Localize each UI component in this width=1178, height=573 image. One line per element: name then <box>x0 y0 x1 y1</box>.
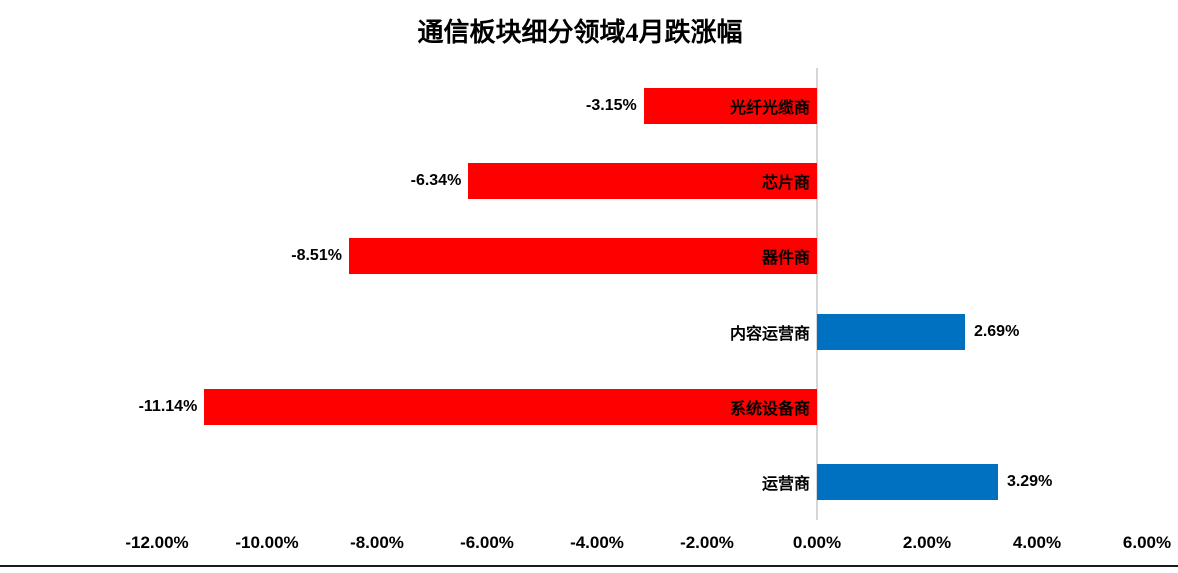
value-label: -3.15% <box>586 96 637 114</box>
negative-bar <box>204 389 817 425</box>
category-label: 内容运营商 <box>729 325 810 343</box>
negative-bar <box>348 238 817 275</box>
x-tick-label: -10.00% <box>235 533 299 552</box>
value-label: -6.34% <box>410 172 462 189</box>
negative-bar <box>468 163 817 199</box>
chart-title: 通信板块细分领域4月跌涨幅 <box>417 18 743 47</box>
positive-bar <box>817 464 998 501</box>
value-label: -11.14% <box>138 398 198 415</box>
value-label: 3.29% <box>1006 473 1053 491</box>
x-tick-label: 0.00% <box>792 533 842 552</box>
x-axis: -12.00% -10.00% -8.00% -6.00% -4.00% -2.00% 0.… <box>125 533 1171 557</box>
x-tick-label: -6.00% <box>460 533 514 552</box>
negative-bar <box>643 87 817 124</box>
value-label: -8.51% <box>291 247 342 265</box>
x-tick-label: -4.00% <box>570 533 624 552</box>
category-label: 光纤光缆商 <box>729 99 810 117</box>
zero-axis-line <box>816 68 818 520</box>
x-tick-label: 2.00% <box>902 533 952 552</box>
category-label: 系统设备商 <box>729 401 810 418</box>
bottom-border-line <box>0 565 1178 567</box>
plot-area: 光纤光缆商 -3.15% 芯片商 -6.34% 器件商 -8.51% 内容运营商 2.69% 系… <box>139 68 1147 520</box>
x-tick-label: 4.00% <box>1012 533 1062 552</box>
category-label: 芯片商 <box>761 175 810 192</box>
category-label: 器件商 <box>761 250 810 268</box>
x-tick-label: -2.00% <box>680 533 734 552</box>
category-label: 运营商 <box>761 476 810 494</box>
x-tick-label: -8.00% <box>350 533 404 552</box>
x-tick-label: -12.00% <box>125 533 189 552</box>
value-label: 2.69% <box>973 322 1020 340</box>
x-tick-label: 6.00% <box>1122 533 1172 552</box>
positive-bar <box>817 313 965 350</box>
